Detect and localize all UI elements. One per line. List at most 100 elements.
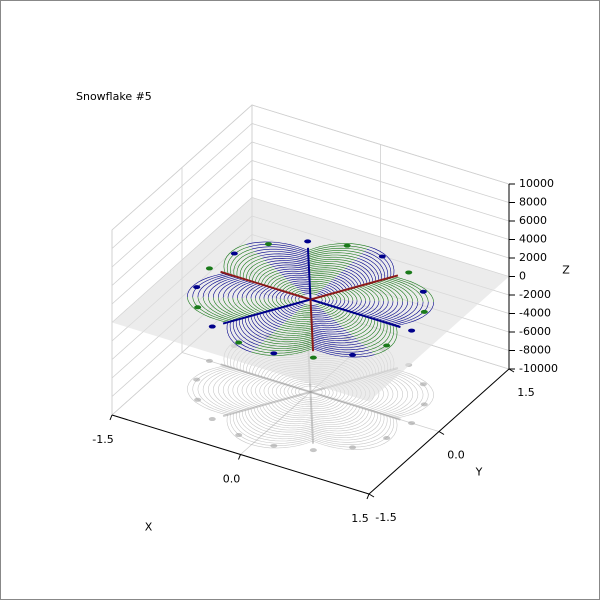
contour-line xyxy=(392,301,429,326)
contour-line xyxy=(202,389,237,413)
contour-line xyxy=(311,412,335,415)
contour-line xyxy=(257,268,275,284)
contour-line xyxy=(308,259,353,263)
contour-line xyxy=(341,313,358,327)
contour-line xyxy=(274,266,310,270)
contour-line xyxy=(299,401,311,404)
contour-line xyxy=(335,300,342,308)
contour-line xyxy=(267,298,278,309)
contour-line xyxy=(279,298,287,307)
contour-line xyxy=(187,273,226,298)
contour-line xyxy=(202,275,235,298)
contour-line xyxy=(277,420,313,425)
contour-line xyxy=(284,415,312,419)
contour-line xyxy=(300,289,310,292)
contour-line xyxy=(275,290,283,299)
contour-line xyxy=(336,404,352,415)
contour-line xyxy=(308,265,346,269)
contour-line xyxy=(334,292,342,301)
contour-line xyxy=(310,298,401,329)
contour-line xyxy=(237,390,257,408)
contour-line xyxy=(268,428,313,433)
contour-line xyxy=(368,393,389,411)
contour-line xyxy=(263,298,275,310)
contour-line xyxy=(368,301,389,318)
contour-line xyxy=(312,440,375,450)
z-tick-label: 0 xyxy=(519,270,526,283)
contour-line xyxy=(294,406,312,409)
contour-line xyxy=(311,408,331,411)
contour-blob xyxy=(349,352,357,357)
contour-line xyxy=(284,322,312,326)
y-tick xyxy=(368,493,375,498)
contour-blob xyxy=(205,266,213,271)
contour-line xyxy=(308,247,365,255)
contour-line xyxy=(276,401,291,411)
contour-line xyxy=(222,279,247,298)
contour-line xyxy=(291,304,300,310)
contour-line xyxy=(353,300,366,314)
contour-line xyxy=(312,439,372,448)
contour-line xyxy=(274,309,289,320)
contour-line xyxy=(256,437,313,444)
contour-line xyxy=(226,414,252,445)
contour-line xyxy=(291,396,300,402)
contour-line xyxy=(262,312,281,328)
contour-line xyxy=(241,410,265,434)
contour-blob xyxy=(309,448,317,453)
contour-line xyxy=(259,298,272,311)
contour-line xyxy=(239,255,260,278)
x-tick xyxy=(238,454,241,460)
contour-line xyxy=(254,346,313,354)
contour-blob xyxy=(270,351,278,356)
contour-line xyxy=(324,398,334,405)
contour-line xyxy=(222,298,311,325)
contour-line xyxy=(312,343,367,351)
contour-line xyxy=(213,277,241,298)
contour-line xyxy=(365,393,384,410)
contour-line xyxy=(242,257,263,279)
contour-line xyxy=(281,324,312,328)
contour-line xyxy=(192,366,229,390)
contour-line xyxy=(312,433,364,441)
contour-line xyxy=(202,368,235,390)
x-tick-label: 1.5 xyxy=(351,512,369,525)
contour-line xyxy=(312,435,367,443)
contour-line xyxy=(246,260,266,280)
contour-line xyxy=(312,426,354,432)
contour-line xyxy=(374,325,398,355)
contour-line xyxy=(283,299,290,306)
contour-line xyxy=(272,264,309,268)
contour-line xyxy=(326,307,337,314)
contour-line xyxy=(326,399,337,406)
contour-line xyxy=(208,389,240,412)
contour-line xyxy=(255,285,268,299)
contour-blob xyxy=(419,289,427,294)
contour-line xyxy=(283,384,289,392)
contour-line xyxy=(348,408,367,425)
contour-line xyxy=(213,297,243,319)
contour-line xyxy=(328,282,342,292)
contour-line xyxy=(297,310,312,313)
contour-line xyxy=(279,400,293,409)
contour-blob xyxy=(343,243,351,248)
contour-line xyxy=(273,424,313,429)
contour-line xyxy=(229,413,255,443)
contour-blob xyxy=(208,417,216,422)
contour-line xyxy=(287,287,297,293)
contour-line xyxy=(302,383,311,386)
contour-line xyxy=(311,316,331,319)
contour-line xyxy=(377,301,403,321)
contour-line xyxy=(250,315,272,335)
contour-line xyxy=(311,311,325,313)
contour-blob xyxy=(235,433,243,438)
contour-line xyxy=(277,328,313,332)
contour-line xyxy=(294,284,310,287)
contour-line xyxy=(257,251,309,258)
contour-line xyxy=(338,392,346,401)
contour-line xyxy=(259,379,271,392)
contour-line xyxy=(284,378,295,385)
contour-line xyxy=(383,301,413,323)
contour-line xyxy=(322,397,331,403)
contour-line xyxy=(250,285,265,299)
